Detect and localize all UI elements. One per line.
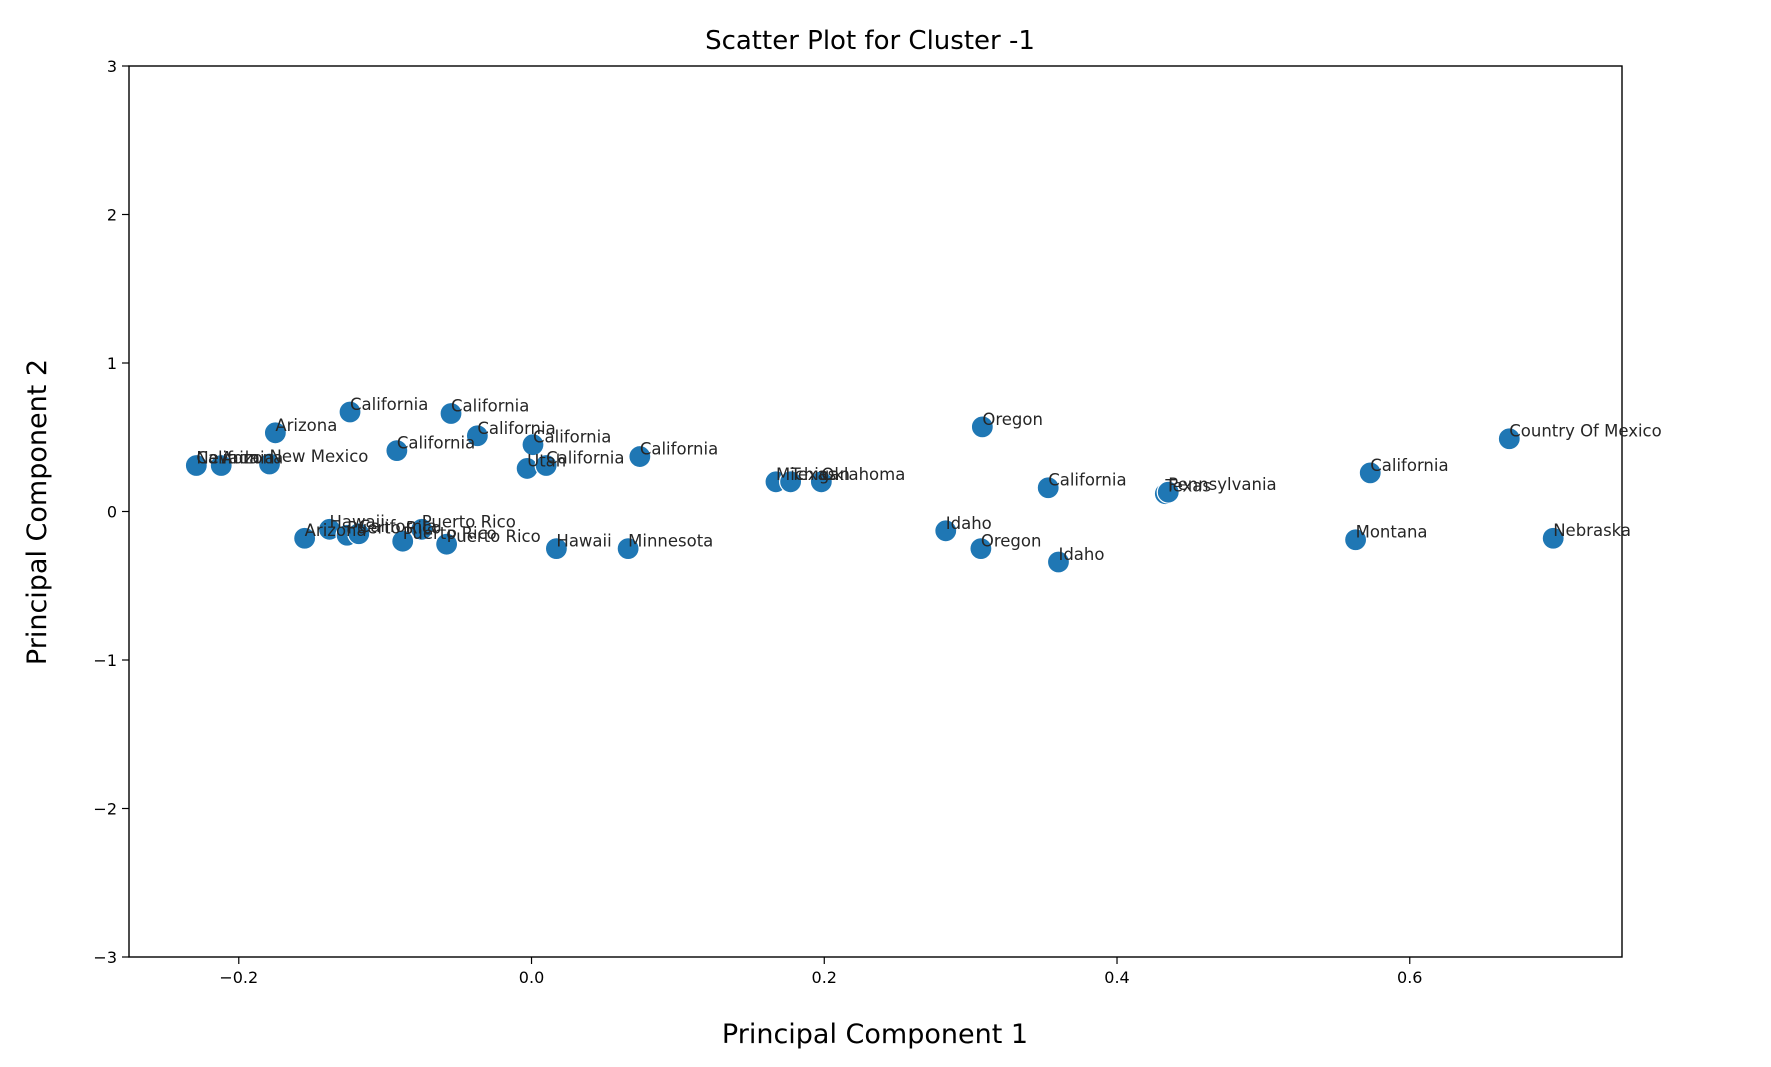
- data-point-label: Utah: [527, 451, 566, 470]
- data-point: [257, 452, 282, 476]
- data-point-label: Idaho: [946, 514, 992, 533]
- y-tick-label: −1: [93, 651, 117, 670]
- y-tick-label: 3: [107, 57, 117, 76]
- x-tick-label: 0.4: [1104, 968, 1129, 987]
- x-tick-label: 0.2: [812, 968, 837, 987]
- data-point: [465, 424, 489, 448]
- data-point-label: California: [546, 448, 624, 467]
- data-point-label: Arizona: [221, 448, 283, 467]
- data-point: [628, 444, 652, 469]
- data-point-label: Arizona: [305, 521, 367, 540]
- data-point-label: California: [640, 440, 718, 459]
- data-point: [1541, 526, 1565, 550]
- x-tick-label: −0.2: [219, 968, 258, 987]
- data-point: [435, 532, 459, 556]
- data-point-label: Puerto Rico: [403, 524, 497, 543]
- data-point-label: Hawaii: [330, 512, 385, 531]
- y-axis-label: Principal Component 2: [22, 359, 53, 665]
- y-tick-label: 2: [107, 206, 117, 225]
- data-point: [209, 453, 233, 478]
- data-point-label: Oklahoma: [821, 465, 905, 484]
- data-point: [521, 433, 545, 457]
- data-point-label: Nevada: [196, 448, 259, 467]
- y-tick-label: 1: [107, 354, 117, 373]
- data-point-label: California: [1370, 456, 1448, 475]
- data-point-label: Hawaii: [556, 532, 611, 551]
- data-point: [410, 517, 434, 541]
- data-point: [1344, 528, 1368, 552]
- data-point: [1046, 550, 1071, 574]
- data-point-label: California: [451, 396, 529, 415]
- data-point: [391, 529, 415, 553]
- data-point-label: Minnesota: [628, 532, 713, 551]
- data-point: [347, 522, 371, 546]
- data-point-label: California: [196, 448, 274, 467]
- data-point-label: Oregon: [981, 532, 1042, 551]
- data-point-label: New Mexico: [270, 447, 369, 466]
- data-point: [338, 400, 362, 424]
- x-tick-label: 0.6: [1397, 968, 1422, 987]
- data-point-label: Montana: [1356, 523, 1428, 542]
- data-point-label: Country Of Mexico: [1509, 422, 1661, 441]
- data-point-label: California: [533, 428, 611, 447]
- data-point: [934, 519, 958, 543]
- data-point: [1358, 461, 1382, 485]
- data-point: [184, 453, 208, 478]
- data-point: [969, 537, 993, 561]
- data-point-label: Idaho: [1058, 545, 1104, 564]
- data-point: [534, 453, 558, 478]
- data-point-label: Puerto Rico: [447, 527, 541, 546]
- data-point: [970, 415, 994, 439]
- data-point: [779, 470, 803, 494]
- y-axis-ticks: −3 −2 −1 0 1 2 3: [93, 57, 129, 967]
- data-point: [1156, 480, 1180, 504]
- data-point-label: Texas: [1164, 477, 1211, 496]
- data-points: [184, 400, 1565, 574]
- x-tick-label: 0.0: [519, 968, 544, 987]
- data-point-label: Puerto Rico: [347, 518, 441, 537]
- data-point: [1036, 476, 1060, 500]
- data-point-label: Arizona: [275, 416, 337, 435]
- data-point-label: Michigan: [776, 465, 850, 484]
- data-point-label: Puerto Rico: [422, 512, 516, 531]
- chart-title: Scatter Plot for Cluster -1: [705, 26, 1035, 56]
- data-point-label: California: [477, 419, 555, 438]
- data-point-label: California: [397, 434, 475, 453]
- data-point-label: Pennsylvania: [1168, 475, 1276, 494]
- data-point: [616, 537, 640, 561]
- data-point: [263, 421, 287, 445]
- data-point-label: Texas: [790, 465, 837, 484]
- x-axis-label: Principal Component 1: [722, 1019, 1028, 1050]
- y-tick-label: −2: [93, 800, 117, 819]
- y-tick-label: 0: [107, 503, 117, 522]
- data-point: [544, 537, 569, 561]
- data-point-label: Nebraska: [1553, 521, 1631, 540]
- data-point: [385, 439, 409, 463]
- data-point-label: Oregon: [982, 410, 1043, 429]
- data-point: [293, 526, 317, 550]
- data-point-label: California: [359, 517, 437, 536]
- x-axis-ticks: −0.2 0.0 0.2 0.4 0.6: [219, 957, 1422, 987]
- y-tick-label: −3: [93, 948, 117, 967]
- data-point-label: California: [350, 395, 428, 414]
- data-point: [439, 401, 463, 426]
- data-point: [809, 470, 833, 494]
- data-point: [1497, 427, 1521, 451]
- data-point-label: California: [1048, 471, 1126, 490]
